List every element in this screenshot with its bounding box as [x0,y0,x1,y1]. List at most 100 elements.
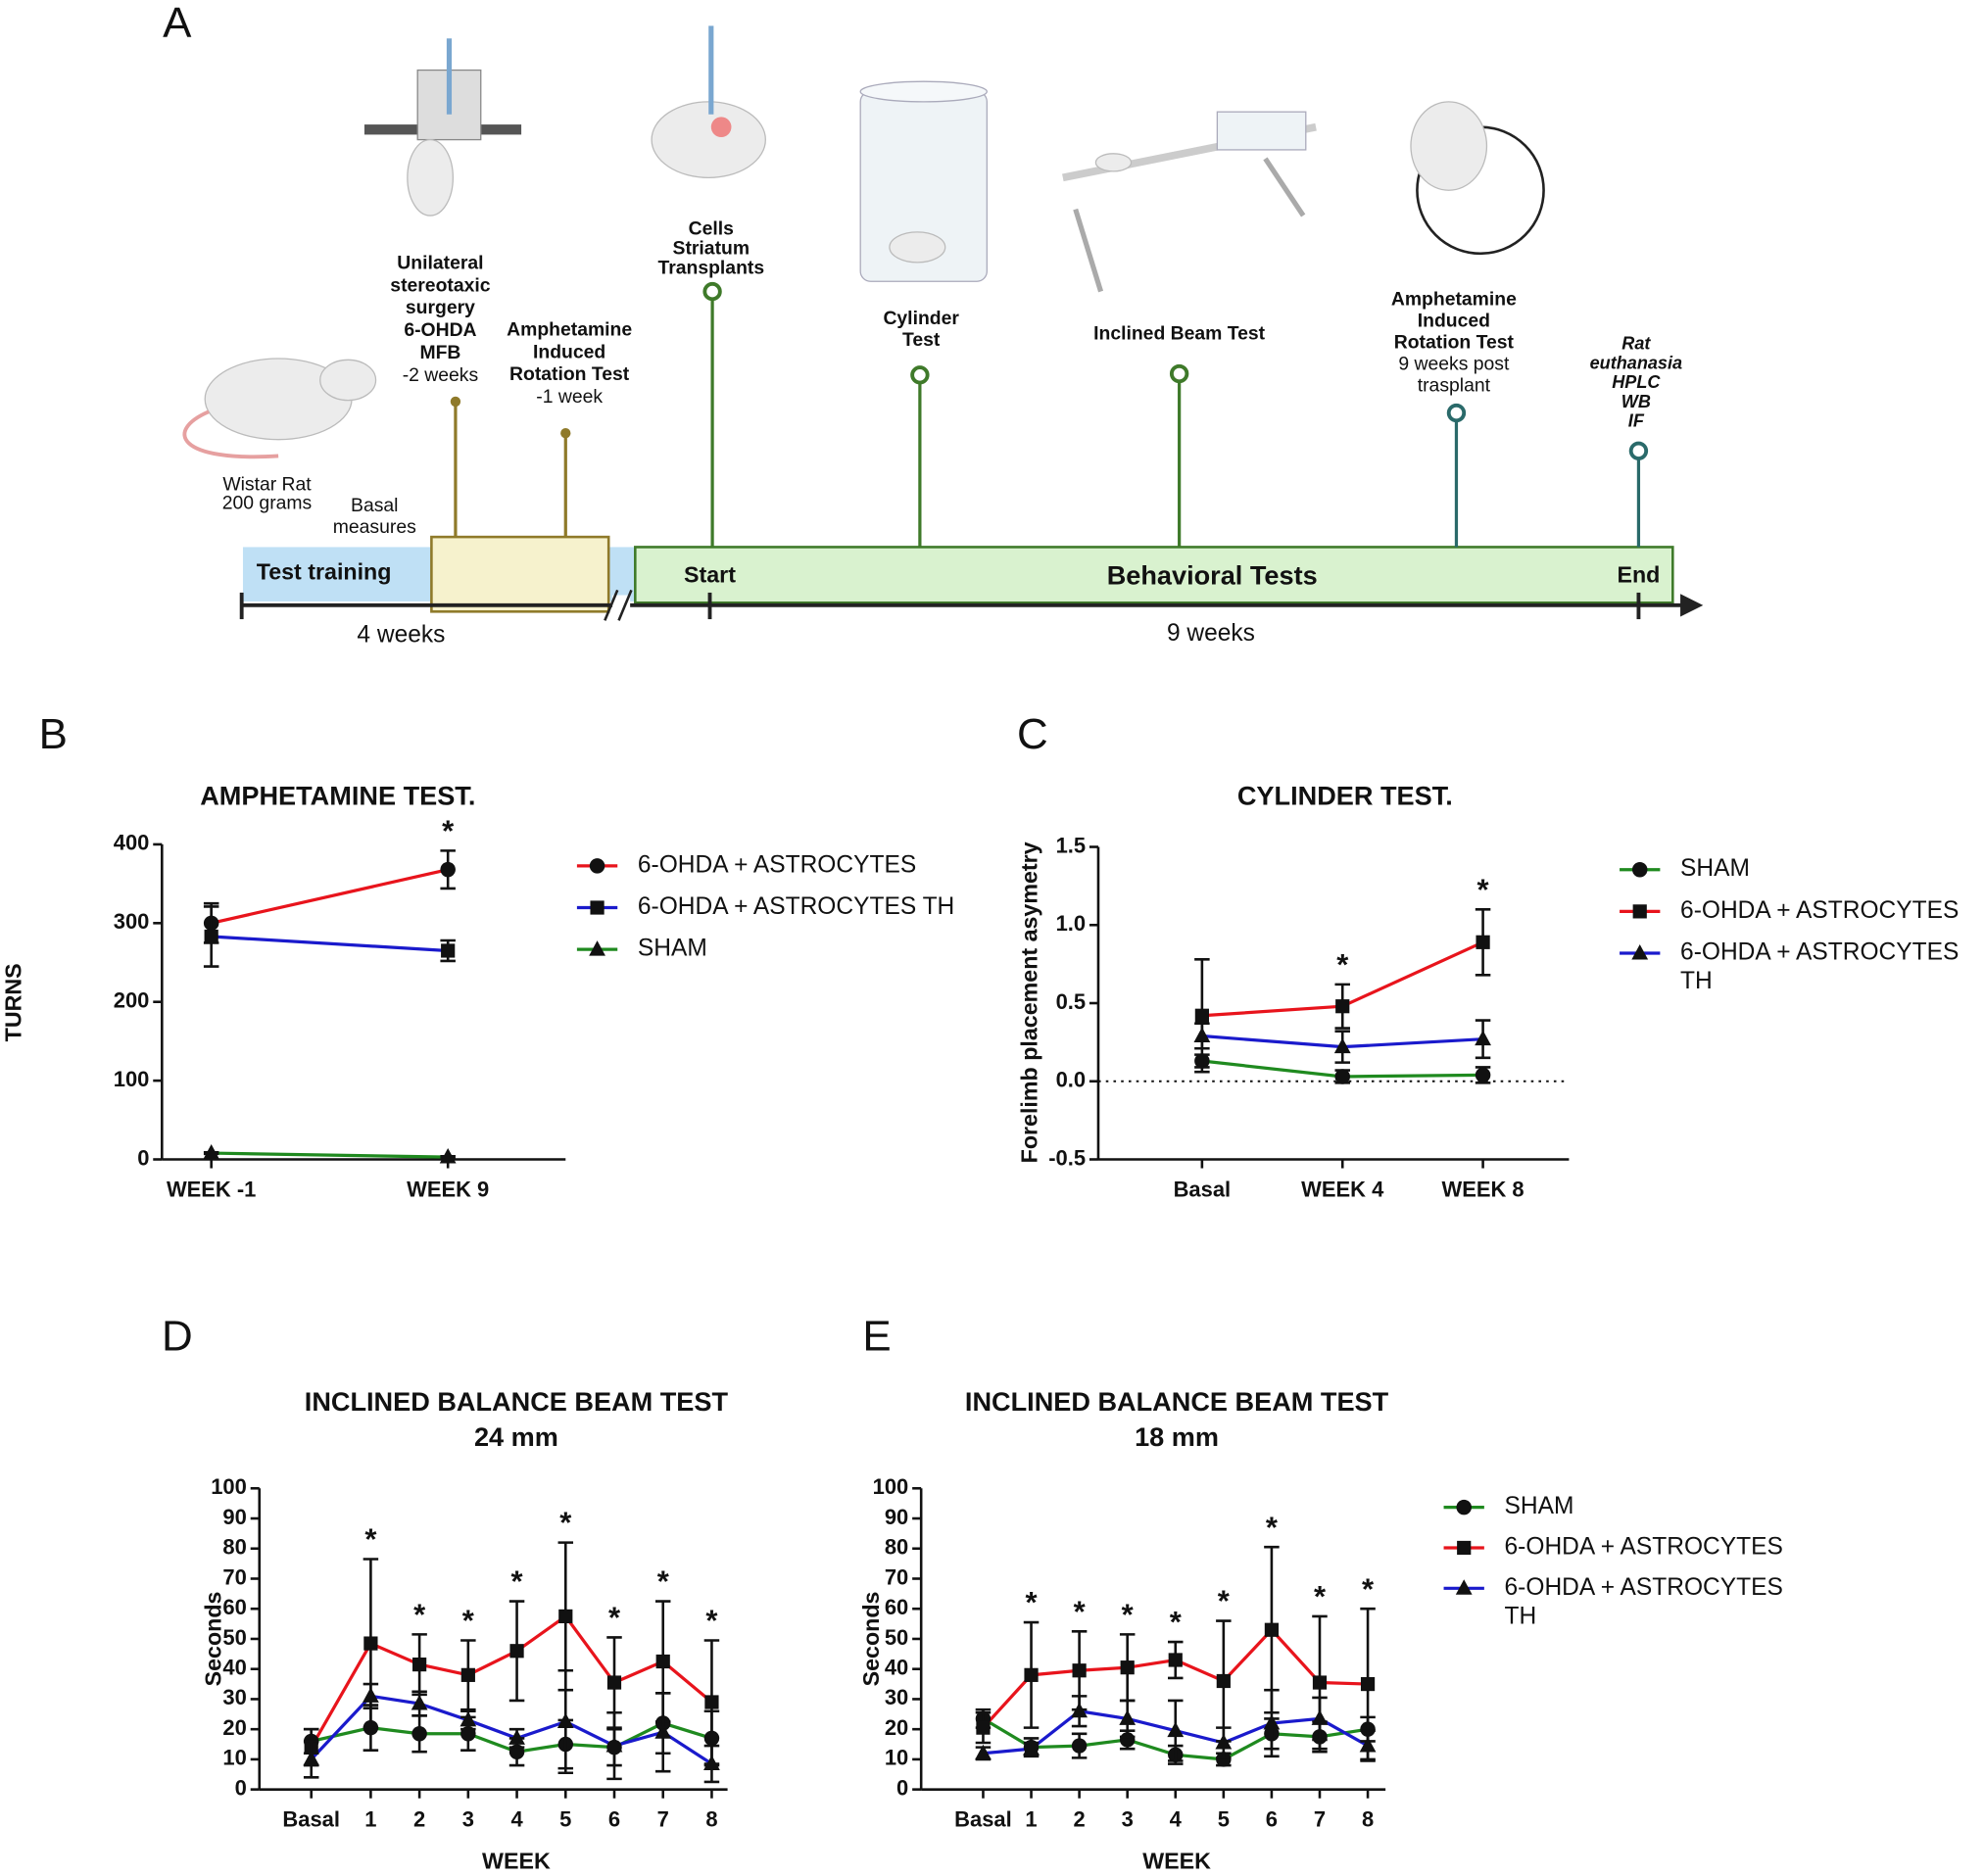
label: 5 [559,1807,571,1832]
label: measures [333,516,416,538]
axis-arrow [1680,594,1704,617]
beam-leg [1263,157,1306,217]
marker [1072,1663,1087,1678]
marker [1359,1737,1377,1753]
label: * [1314,1579,1327,1613]
marker [1311,1709,1329,1725]
label: D [162,1312,193,1360]
label: WEEK [1142,1849,1211,1874]
label: Test [902,329,941,351]
marker [1216,1673,1231,1689]
label: 1 [364,1807,376,1832]
marker [411,1695,428,1710]
legend-label: 6-OHDA + ASTROCYTES [1680,897,1960,925]
marker [703,1755,720,1770]
label: MFB [419,342,460,363]
y-axis-label: Seconds [201,1592,226,1687]
marker [590,900,605,915]
label: Inclined Beam Test [1093,323,1266,345]
label: 90 [885,1505,908,1529]
break-mark [617,589,633,621]
y-axis-label: Forelimb placement asymetry [1017,842,1042,1163]
stem-dot [1446,403,1467,423]
rat-icon [182,358,377,459]
marker [441,943,456,958]
label: 100 [211,1474,247,1499]
label: 70 [222,1564,246,1589]
label: Amphetamine [507,319,632,341]
label: stereotaxic [390,274,490,296]
label: Basal [954,1807,1012,1832]
label: 6-OHDA [404,319,476,341]
marker [460,1667,475,1682]
label: INCLINED BALANCE BEAM TEST [305,1386,729,1417]
label: 100 [873,1474,909,1499]
surgery-box [430,535,610,613]
marker [411,1726,427,1742]
label: 4 [1170,1807,1183,1832]
rat-body [1094,153,1133,172]
label: * [442,813,455,847]
marker [303,1750,320,1766]
marker [704,1695,719,1709]
marker [1024,1667,1039,1682]
series-line [211,1151,449,1159]
transplant-icon [651,25,766,178]
label: * [1477,872,1490,906]
stem-dot [910,365,930,385]
label: 10 [222,1746,246,1770]
label: 5 [1218,1807,1230,1832]
label: * [462,1604,475,1638]
marker [1456,1499,1472,1515]
label: 90 [222,1505,246,1529]
label: CYLINDER TEST. [1237,780,1453,810]
marker [1475,1067,1491,1083]
label: 7 [657,1807,669,1832]
marker [412,1657,427,1672]
marker [1360,1676,1376,1692]
label: 200 [114,988,150,1013]
label: -2 weeks [403,364,478,386]
label: Cells [689,217,734,239]
label: 40 [222,1655,246,1679]
legend-label: 6-OHDA + ASTROCYTES TH [1504,1574,1783,1630]
legend-entry: 6-OHDA + ASTROCYTES [638,852,916,879]
label: * [511,1564,524,1599]
label: 10 [885,1746,908,1770]
behavioral-bar [634,546,1674,604]
stem-dot [1169,363,1189,384]
label: 20 [222,1715,246,1740]
label: 3 [1122,1807,1134,1832]
marker [1334,1069,1350,1084]
legend-label: 6-OHDA + ASTROCYTES TH [1680,938,1960,995]
legend-entry: 6-OHDA + ASTROCYTES TH [1680,938,1960,995]
goal-box [1216,111,1307,151]
label: * [1218,1584,1231,1618]
label: Cylinder [883,308,959,329]
marker [1167,1721,1185,1738]
label: 6 [1266,1807,1278,1832]
label: * [1336,947,1349,982]
legend-entry: 6-OHDA + ASTROCYTES [1680,897,1960,925]
label: 8 [705,1807,717,1832]
label: * [364,1522,377,1557]
cylinder-icon [859,80,988,282]
label: Rotation Test [509,363,630,385]
label: IF [1628,411,1645,431]
marker [1215,1733,1233,1750]
stem-dot [450,396,461,408]
label: -0.5 [1048,1145,1086,1170]
rat-body [1410,101,1488,191]
marker [1264,1622,1280,1637]
beam-icon [1062,111,1317,293]
legend-entry: 6-OHDA + ASTROCYTES TH [1504,1574,1783,1630]
y-axis-label: Seconds [858,1592,884,1687]
marker [1216,1752,1232,1767]
label: Basal [1174,1178,1232,1202]
marker [654,1723,672,1739]
label: B [39,710,68,758]
marker [460,1710,477,1727]
label: 50 [222,1625,246,1650]
label: WEEK 4 [1301,1178,1384,1202]
label: C [1017,710,1048,758]
